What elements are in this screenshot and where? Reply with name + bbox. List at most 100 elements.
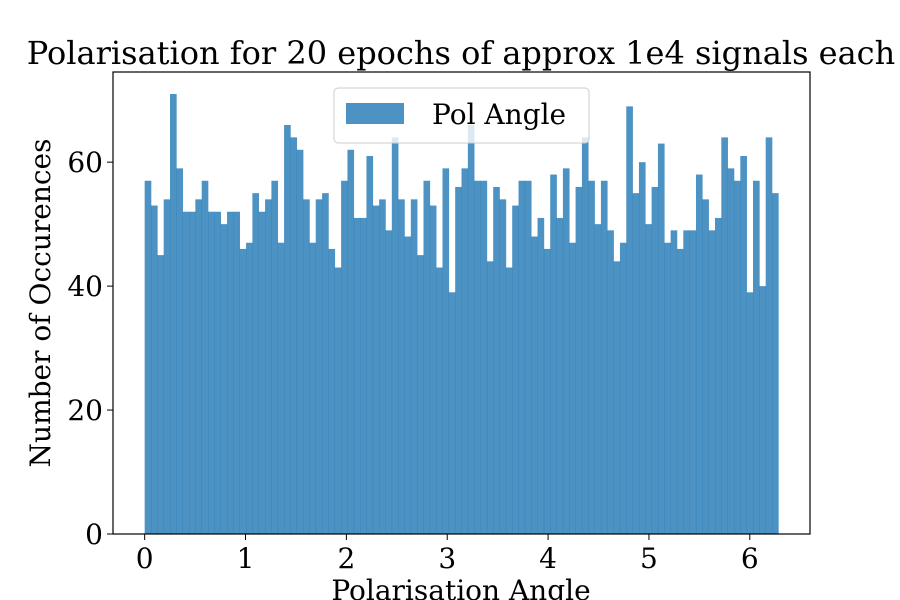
histogram-bar <box>423 180 431 534</box>
histogram-bar <box>727 168 735 534</box>
x-axis-label: Polarisation Angle <box>331 574 590 600</box>
histogram-bar <box>429 205 437 534</box>
histogram-bar <box>347 149 355 534</box>
histogram-bar <box>372 205 380 534</box>
histogram-bar <box>657 143 665 535</box>
histogram-bar <box>448 292 456 534</box>
histogram-bar <box>151 205 158 534</box>
histogram-bar <box>163 199 171 534</box>
x-axis-ticks: 0 1 2 3 4 5 6 <box>136 534 759 575</box>
histogram-bar <box>360 217 367 534</box>
histogram-bar <box>467 124 475 535</box>
x-tick-label: 6 <box>741 542 759 575</box>
histogram-bar <box>651 186 659 534</box>
histogram-bar <box>772 193 779 535</box>
histogram-bar <box>753 180 760 534</box>
x-tick-label: 5 <box>640 542 658 575</box>
histogram-bar <box>385 230 393 535</box>
histogram-bar <box>455 186 462 534</box>
y-tick-label: 20 <box>67 394 103 427</box>
legend-label: Pol Angle <box>432 98 566 131</box>
y-tick-label: 0 <box>85 518 103 551</box>
x-tick-label: 3 <box>438 542 456 575</box>
histogram-bar <box>214 211 222 535</box>
x-tick-label: 0 <box>136 542 154 575</box>
histogram-bar <box>550 174 557 534</box>
histogram-bar <box>239 248 247 535</box>
histogram-bar <box>277 242 285 534</box>
histogram-bar <box>436 267 443 534</box>
histogram-bar <box>733 180 741 534</box>
histogram-bar <box>220 224 228 534</box>
histogram-bar <box>695 174 703 534</box>
plot-frame <box>112 71 811 535</box>
histogram-bar <box>290 137 298 534</box>
histogram-bar <box>341 180 348 534</box>
histogram-bar <box>581 137 589 534</box>
histogram-bar <box>531 236 538 534</box>
histogram-bar <box>486 261 494 534</box>
histogram-bar <box>556 217 564 534</box>
histogram-bar <box>676 248 684 535</box>
histogram-bar <box>524 180 532 534</box>
histogram-bar <box>328 248 336 535</box>
histogram-bar <box>480 180 488 534</box>
histogram-bar <box>404 236 412 534</box>
histogram-bar <box>562 168 570 534</box>
histogram-bar <box>759 286 766 534</box>
histogram-bar <box>474 180 481 534</box>
histogram-bar <box>442 168 450 534</box>
histogram-bar <box>518 180 526 534</box>
x-tick-label: 2 <box>337 542 355 575</box>
histogram-bar <box>600 180 608 534</box>
histogram-bar <box>208 211 215 535</box>
histogram-bar <box>246 242 253 534</box>
histogram-bar <box>410 199 418 534</box>
histogram-bar <box>638 162 646 535</box>
x-tick-label: 1 <box>237 542 255 575</box>
histogram-bar <box>765 137 773 534</box>
histogram-bar <box>512 205 519 534</box>
histogram-bar <box>493 186 500 534</box>
y-tick-label: 40 <box>67 270 103 303</box>
histogram-bar <box>575 186 583 534</box>
bars-group <box>144 94 779 535</box>
histogram-bar <box>613 261 621 534</box>
histogram-bar <box>391 137 399 534</box>
histogram-bar <box>702 199 709 534</box>
histogram-bar <box>252 193 260 535</box>
histogram-bar <box>271 180 279 534</box>
histogram-bar <box>645 224 652 534</box>
histogram-bar <box>505 267 513 534</box>
histogram-bar <box>543 248 551 535</box>
y-axis-label: Number of Occurences <box>24 139 57 468</box>
x-tick-label: 4 <box>539 542 557 575</box>
y-tick-label: 60 <box>67 146 103 179</box>
histogram-bar <box>398 199 405 534</box>
histogram-bar <box>157 255 164 534</box>
histogram-bar <box>588 180 595 534</box>
histogram-bar <box>309 242 317 534</box>
chart-title: Polarisation for 20 epochs of approx 1e4… <box>27 34 895 72</box>
histogram-bar <box>689 230 697 535</box>
legend: Pol Angle <box>333 87 590 144</box>
histogram-bar <box>499 199 507 534</box>
histogram-bar <box>626 106 633 535</box>
histogram-bar <box>740 155 747 534</box>
histogram-bar <box>670 230 678 535</box>
histogram-bar <box>182 211 190 535</box>
y-axis-ticks: 0 20 40 60 <box>67 146 113 551</box>
histogram-bar <box>195 199 202 534</box>
histogram-bar <box>176 168 183 534</box>
histogram-bar <box>461 168 469 534</box>
histogram-bar <box>379 199 386 534</box>
histogram-bar <box>284 124 291 535</box>
histogram-bar <box>334 267 342 534</box>
histogram-bar <box>258 211 266 535</box>
histogram-bar <box>537 217 545 534</box>
histogram-bar <box>189 211 196 535</box>
histogram-bar <box>322 193 329 535</box>
histogram-bar <box>708 230 716 535</box>
histogram-bar <box>417 255 424 534</box>
histogram-bar <box>233 211 241 535</box>
